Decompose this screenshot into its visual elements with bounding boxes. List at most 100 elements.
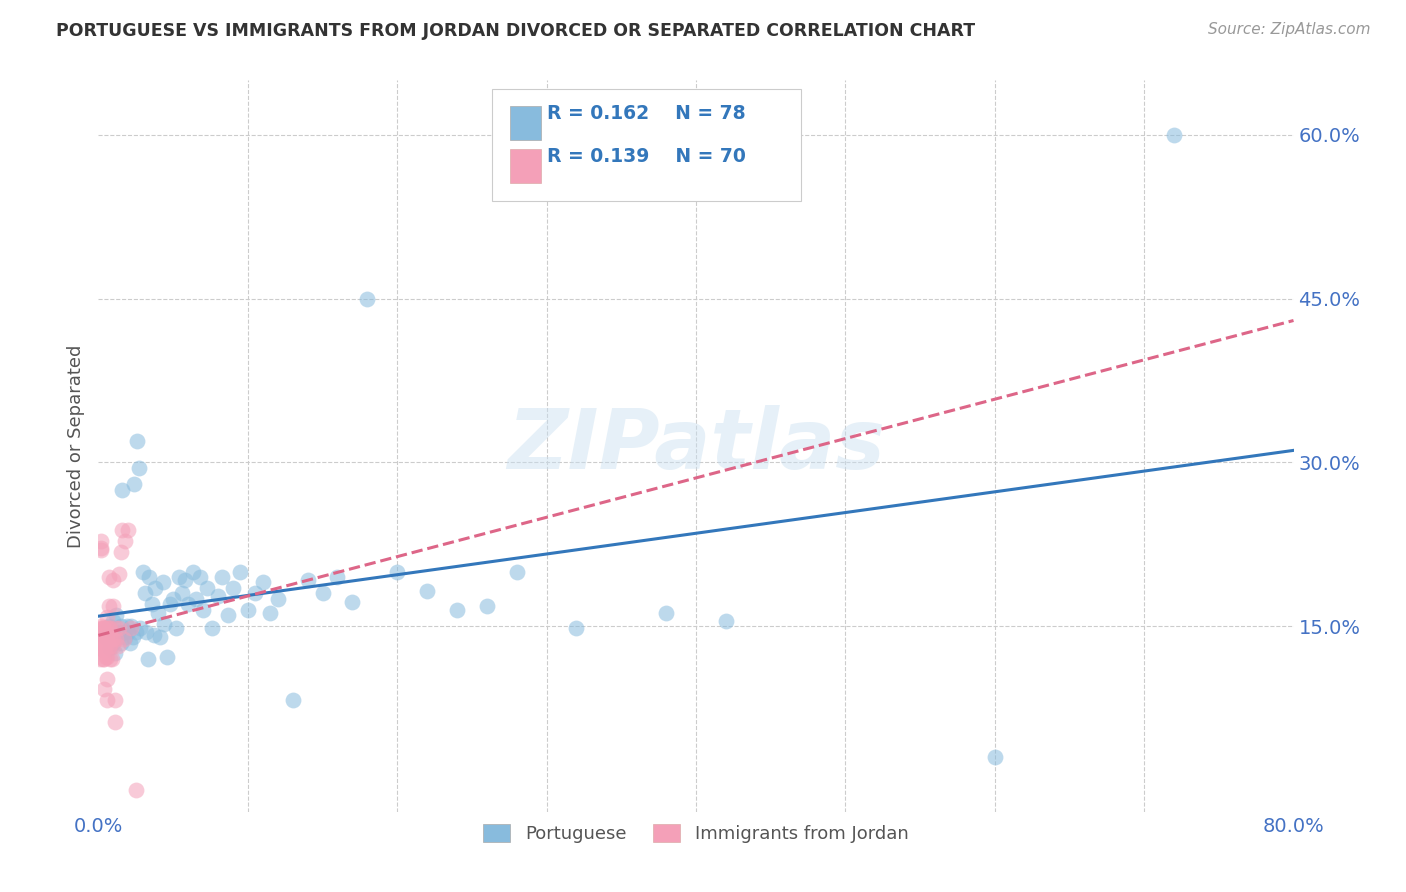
Point — [132, 565, 155, 579]
Point — [506, 565, 529, 579]
Point — [89, 621, 111, 635]
Point — [167, 570, 190, 584]
Point — [93, 628, 115, 642]
Point — [245, 586, 267, 600]
Point — [655, 606, 678, 620]
Point — [114, 533, 136, 548]
Point — [101, 652, 124, 666]
Point — [141, 597, 163, 611]
Point — [110, 545, 132, 559]
Point — [93, 640, 115, 655]
Point — [565, 621, 588, 635]
Point — [97, 570, 120, 584]
Point — [111, 483, 134, 497]
Point — [127, 434, 149, 448]
Point — [90, 541, 112, 555]
Point — [103, 632, 125, 647]
Point — [135, 624, 157, 639]
Point — [94, 632, 117, 647]
Text: R = 0.139    N = 70: R = 0.139 N = 70 — [547, 146, 745, 166]
Point — [211, 570, 233, 584]
Point — [96, 610, 118, 624]
Point — [93, 643, 115, 657]
Point — [91, 652, 114, 666]
Point — [416, 584, 439, 599]
Point — [91, 628, 114, 642]
Point — [90, 632, 112, 647]
Point — [91, 632, 114, 647]
Point — [129, 621, 152, 635]
Point — [103, 639, 125, 653]
Point — [252, 575, 274, 590]
Point — [112, 632, 135, 647]
Point — [105, 621, 128, 635]
Point — [201, 621, 224, 635]
Point — [356, 292, 378, 306]
Point — [108, 566, 131, 581]
Point — [93, 639, 115, 653]
Point — [93, 652, 115, 666]
Point — [125, 624, 148, 639]
Point — [236, 603, 259, 617]
Point — [311, 586, 333, 600]
Point — [162, 591, 184, 606]
Point — [475, 599, 498, 614]
Point — [91, 621, 114, 635]
Point — [136, 652, 159, 666]
Point — [91, 621, 114, 635]
Point — [153, 616, 176, 631]
Text: R = 0.162    N = 78: R = 0.162 N = 78 — [547, 103, 745, 123]
Point — [101, 632, 124, 647]
Point — [110, 619, 132, 633]
Point — [104, 647, 127, 661]
Point — [103, 599, 125, 614]
Point — [103, 630, 125, 644]
Point — [174, 574, 197, 588]
Point — [259, 606, 281, 620]
Text: ZIPatlas: ZIPatlas — [508, 406, 884, 486]
Point — [181, 565, 204, 579]
Point — [267, 591, 290, 606]
Point — [385, 565, 409, 579]
Point — [104, 715, 127, 730]
Point — [281, 693, 304, 707]
Point — [93, 682, 115, 697]
Point — [107, 630, 129, 644]
Point — [125, 783, 148, 797]
Point — [103, 614, 125, 628]
Point — [89, 628, 111, 642]
Point — [96, 693, 118, 707]
Point — [222, 581, 245, 595]
Point — [229, 565, 252, 579]
Point — [152, 575, 174, 590]
Point — [93, 632, 115, 647]
Point — [98, 628, 122, 642]
Point — [93, 635, 115, 649]
Point — [110, 635, 132, 649]
Point — [98, 621, 122, 635]
Point — [1163, 128, 1185, 142]
Y-axis label: Divorced or Separated: Divorced or Separated — [66, 344, 84, 548]
Point — [326, 570, 349, 584]
Point — [91, 632, 114, 647]
Point — [121, 630, 143, 644]
Point — [446, 603, 468, 617]
Point — [159, 597, 181, 611]
Point — [165, 621, 187, 635]
Point — [90, 533, 112, 548]
Point — [120, 619, 142, 633]
Point — [94, 649, 117, 664]
Point — [89, 652, 111, 666]
Point — [98, 652, 122, 666]
Point — [112, 624, 135, 639]
Point — [108, 621, 131, 635]
Point — [138, 570, 160, 584]
Point — [108, 624, 131, 639]
Point — [91, 640, 114, 655]
Point — [128, 460, 150, 475]
Point — [94, 628, 117, 642]
Point — [103, 574, 125, 588]
Point — [90, 635, 112, 649]
Point — [105, 608, 128, 623]
Text: PORTUGUESE VS IMMIGRANTS FROM JORDAN DIVORCED OR SEPARATED CORRELATION CHART: PORTUGUESE VS IMMIGRANTS FROM JORDAN DIV… — [56, 22, 976, 40]
